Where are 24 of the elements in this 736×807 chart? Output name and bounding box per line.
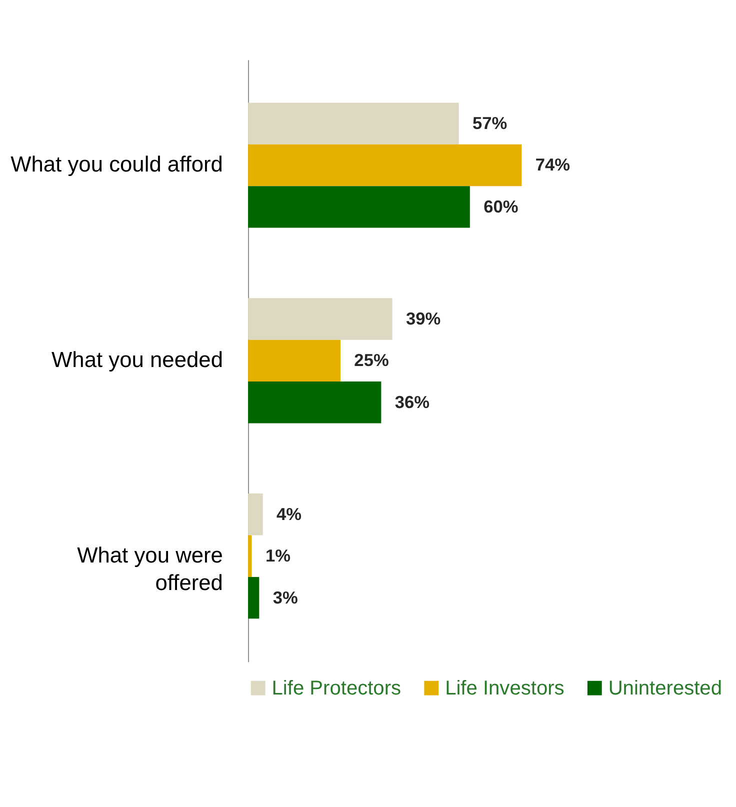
bar bbox=[248, 535, 252, 577]
y-tick-label: What you needed bbox=[52, 347, 223, 372]
bar bbox=[248, 576, 260, 619]
bar bbox=[248, 144, 522, 186]
data-label: 25% bbox=[354, 350, 389, 370]
legend-label: Life Protectors bbox=[272, 677, 402, 700]
bar bbox=[248, 186, 470, 228]
bar bbox=[248, 382, 382, 424]
bar bbox=[248, 298, 392, 340]
y-tick-label: What you were offered bbox=[77, 542, 223, 595]
data-label: 36% bbox=[394, 392, 430, 412]
data-label: 60% bbox=[484, 196, 518, 216]
bar bbox=[248, 494, 263, 536]
legend-label: Uninterested bbox=[608, 677, 722, 700]
data-label: 39% bbox=[406, 308, 441, 328]
y-tick-label: What you could afford bbox=[10, 152, 223, 177]
bar bbox=[248, 102, 459, 144]
data-label: 57% bbox=[472, 113, 508, 134]
data-label: 1% bbox=[265, 546, 290, 566]
legend-label: Life Investors bbox=[445, 677, 564, 700]
data-label: 4% bbox=[276, 504, 302, 524]
bar bbox=[248, 340, 341, 382]
data-label: 74% bbox=[535, 154, 570, 175]
data-label: 3% bbox=[272, 587, 298, 608]
